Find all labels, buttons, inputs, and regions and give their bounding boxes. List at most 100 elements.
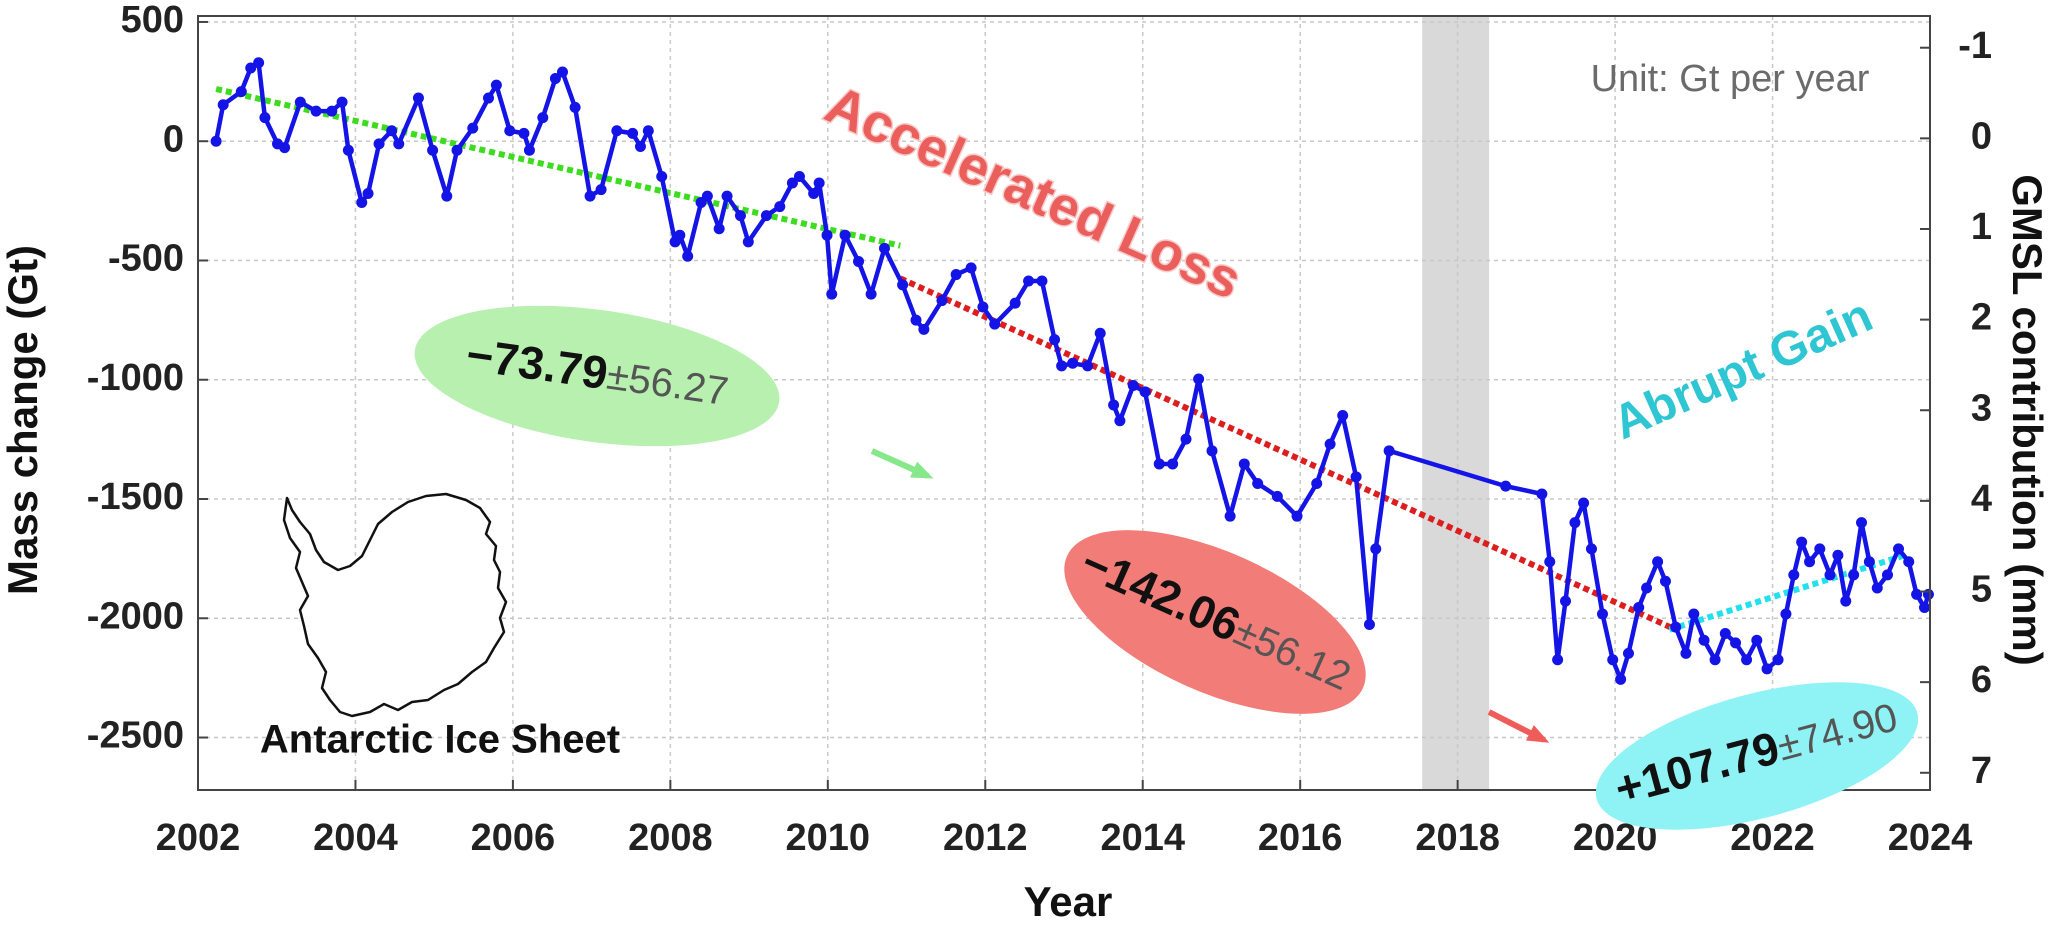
trend-line [899, 275, 1672, 630]
data-point [656, 171, 668, 183]
data-point [1094, 327, 1106, 339]
data-point [1252, 478, 1264, 490]
data-point [356, 197, 368, 209]
data-point [386, 125, 398, 137]
data-point [569, 101, 581, 113]
data-point [1500, 480, 1512, 492]
y-tick-label: 0 [163, 118, 184, 160]
data-point [210, 135, 222, 147]
data-point [713, 223, 725, 235]
x-tick-label: 2010 [786, 817, 871, 859]
data-point [1180, 433, 1192, 445]
data-point [897, 279, 909, 291]
y2-tick-label: 2 [1971, 297, 1992, 339]
data-point [1114, 415, 1126, 427]
data-point [853, 255, 865, 267]
data-layer [210, 57, 1934, 685]
data-point [701, 190, 713, 202]
data-point [595, 184, 607, 196]
data-point [1871, 582, 1883, 594]
data-point [1680, 647, 1692, 659]
data-point [808, 187, 820, 199]
trend-line [215, 86, 901, 249]
data-point [1719, 628, 1731, 640]
data-point [1796, 536, 1808, 548]
data-point [965, 262, 977, 274]
data-point [1049, 334, 1061, 346]
x-tick-label: 2024 [1888, 817, 1973, 859]
data-point [1863, 556, 1875, 568]
data-point [1832, 549, 1844, 561]
data-point [1311, 478, 1323, 490]
data-point [774, 201, 786, 213]
y2-tick-label: 7 [1971, 750, 1992, 792]
data-point [1108, 399, 1120, 411]
y-axis-title: Mass change (Gt) [0, 245, 46, 595]
data-point [634, 140, 646, 152]
data-point [483, 92, 495, 104]
data-point [1350, 471, 1362, 483]
data-point [611, 125, 623, 137]
data-point [1633, 602, 1645, 614]
x-tick-label: 2018 [1415, 817, 1500, 859]
data-point [826, 288, 838, 300]
y-tick-label: -500 [108, 238, 184, 280]
data-point [1578, 497, 1590, 509]
data-point [217, 99, 229, 111]
data-point [253, 57, 265, 69]
data-point [1056, 360, 1068, 372]
data-point [721, 190, 733, 202]
data-point [1918, 602, 1930, 614]
data-point [1641, 582, 1653, 594]
y2-tick-label: 3 [1971, 387, 1992, 429]
x-tick-label: 2012 [943, 817, 1028, 859]
data-point [1023, 275, 1035, 287]
rate-ellipse [414, 305, 780, 447]
data-point [326, 105, 338, 117]
data-point [879, 242, 891, 254]
data-point [1824, 569, 1836, 581]
data-point [1585, 543, 1597, 555]
data-point [1772, 654, 1784, 666]
data-point [1370, 543, 1382, 555]
data-point [1153, 458, 1165, 470]
data-point [412, 92, 424, 104]
data-point [1552, 654, 1564, 666]
data-point [910, 314, 922, 326]
data-point [1036, 275, 1048, 287]
data-point [336, 96, 348, 108]
y2-axis-title: GMSL contribution (mm) [2004, 174, 2048, 666]
data-point [279, 142, 291, 154]
data-point [1780, 608, 1792, 620]
data-point [584, 190, 596, 202]
data-point [918, 323, 930, 335]
data-point [1741, 654, 1753, 666]
data-point [1903, 556, 1915, 568]
data-point [865, 288, 877, 300]
data-point [1193, 373, 1205, 385]
antarctica-map [282, 492, 508, 718]
data-point [1730, 637, 1742, 649]
data-point [1893, 543, 1905, 555]
y2-tick-label: 5 [1971, 569, 1992, 611]
data-point [1324, 438, 1336, 450]
data-point [467, 122, 479, 134]
y-tick-label: -1500 [87, 476, 184, 518]
data-point [627, 127, 639, 139]
data-point [1167, 458, 1179, 470]
data-point [1652, 556, 1664, 568]
data-point [1082, 360, 1094, 372]
data-point [1224, 510, 1236, 522]
data-point [294, 96, 306, 108]
data-point [1271, 490, 1283, 502]
data-point [310, 105, 322, 117]
data-point [245, 62, 257, 74]
x-tick-label: 2004 [313, 817, 398, 859]
data-point [451, 144, 463, 156]
data-point [760, 210, 772, 222]
rate-ellipse [1064, 530, 1366, 714]
data-point [1139, 386, 1151, 398]
data-point [674, 229, 686, 241]
data-point [1761, 663, 1773, 675]
